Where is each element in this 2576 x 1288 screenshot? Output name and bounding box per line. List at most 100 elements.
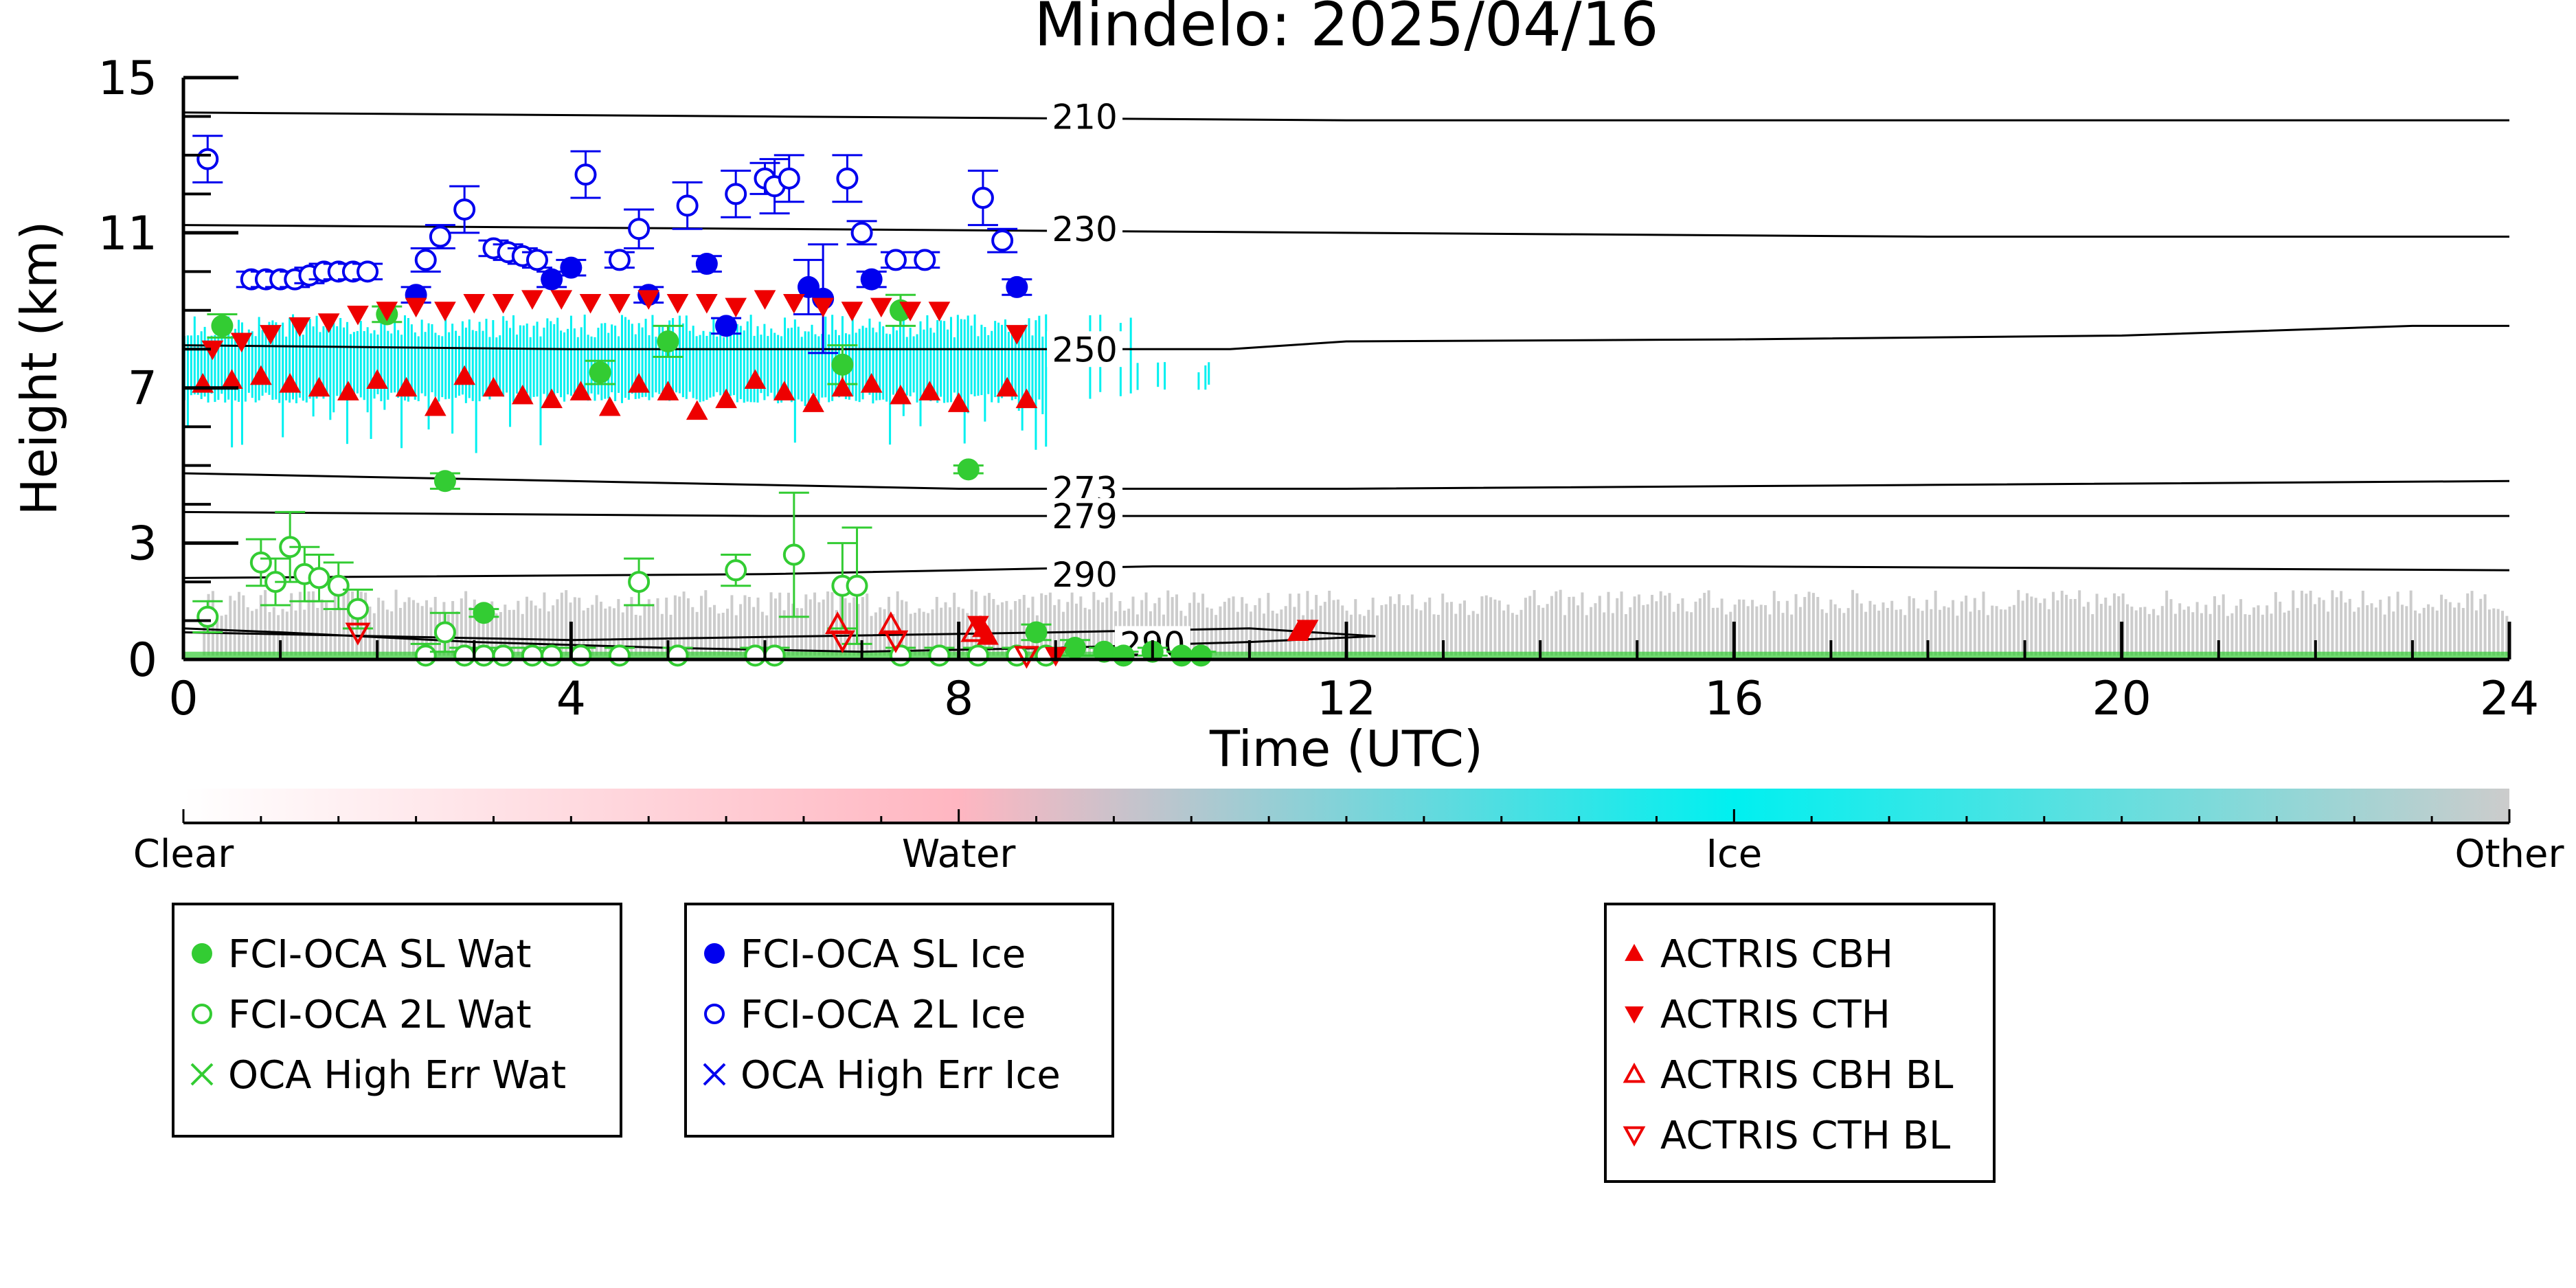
data-point (782, 294, 805, 314)
cloud-mask-layer (183, 314, 2509, 659)
mask-other-column (1908, 596, 1911, 656)
mask-other-column (508, 609, 511, 656)
mask-ice-column (1028, 318, 1030, 404)
mask-other-column (639, 615, 642, 656)
mask-other-column (717, 613, 721, 656)
mask-other-column (1816, 597, 1820, 656)
mask-other-column (621, 612, 624, 656)
data-point (1296, 620, 1319, 640)
mask-other-column (726, 609, 730, 656)
mask-other-column (394, 589, 398, 656)
mask-ice-column (556, 317, 559, 394)
mask-ice-column (678, 315, 681, 394)
legend-marker-shape (192, 1004, 212, 1024)
mask-ice-column (902, 319, 905, 416)
data-point (637, 290, 660, 310)
mask-ice-column (332, 322, 335, 413)
mask-other-column (1598, 596, 1601, 656)
x-tick-label: 4 (556, 672, 586, 726)
mask-other-column (2322, 600, 2325, 656)
mask-other-column (1066, 602, 1070, 656)
mask-other-column (1999, 609, 2002, 656)
mask-ice-column (278, 326, 281, 403)
mask-other-column (504, 605, 507, 656)
colorbar-label: Ice (1706, 832, 1762, 877)
mask-other-column (2039, 602, 2042, 656)
mask-ice-column (471, 330, 474, 401)
mask-other-column (264, 589, 267, 656)
mask-ice-column (797, 326, 800, 400)
data-point (914, 249, 936, 271)
mask-ice-column (1004, 319, 1006, 393)
mask-ice-column (637, 323, 640, 399)
data-point (511, 384, 534, 405)
mask-other-column (1655, 601, 1658, 656)
mask-other-column (1764, 605, 1767, 656)
mask-ice-column (431, 324, 433, 392)
mask-ice-column (916, 334, 918, 403)
mask-ice-column (723, 337, 725, 404)
mask-ice-column (275, 322, 278, 400)
mask-other-column (2213, 596, 2216, 656)
mask-ice-column (1157, 362, 1160, 387)
mask-other-column (1436, 614, 1440, 656)
mask-ice-column (258, 317, 260, 400)
data-point (628, 373, 650, 393)
data-point (453, 365, 475, 385)
mask-other-column (747, 597, 751, 656)
mask-other-column (1415, 609, 1419, 656)
mask-other-column (1533, 589, 1536, 656)
data-point (598, 396, 621, 416)
mask-ice-column (970, 326, 973, 394)
mask-other-column (948, 607, 951, 656)
mask-ice-column (193, 316, 196, 395)
mask-ice-column (943, 321, 946, 403)
x-tick-label: 0 (168, 672, 198, 726)
mask-ice-column (506, 320, 508, 393)
mask-other-column (2487, 609, 2491, 656)
data-point (836, 167, 859, 190)
mask-ice-column (651, 315, 654, 398)
mask-other-column (338, 607, 341, 656)
mask-other-column (652, 604, 655, 656)
legend-entry-label: FCI-OCA SL Wat (228, 932, 532, 977)
data-point (279, 373, 302, 393)
mask-other-column (1594, 603, 1597, 656)
mask-ice-column (787, 328, 789, 394)
mask-other-column (1432, 614, 1436, 656)
mask-other-column (2340, 591, 2343, 656)
mask-ice-column (749, 315, 752, 403)
mask-other-column (259, 595, 262, 656)
colorbar-label: Other (2454, 832, 2564, 877)
mask-other-column (617, 599, 620, 656)
legend-marker (1623, 1126, 1646, 1147)
mask-other-column (691, 607, 694, 656)
isotherm-label-bg (1047, 331, 1123, 368)
data-point (860, 268, 883, 291)
mask-other-column (1777, 601, 1781, 656)
mask-other-column (1742, 599, 1745, 656)
mask-ice-column (457, 335, 460, 396)
mask-other-column (944, 602, 947, 656)
mask-ice-column (475, 330, 477, 453)
mask-other-column (290, 593, 293, 656)
mask-other-column (2169, 599, 2173, 656)
mask-ice-column (828, 334, 831, 403)
mask-ice-column (261, 330, 264, 396)
mask-other-column (1175, 594, 1178, 656)
mask-ice-column (716, 336, 719, 392)
mask-other-column (1280, 609, 1283, 656)
mask-other-column (782, 610, 786, 656)
mask-ice-column (424, 332, 427, 396)
mask-other-column (342, 590, 346, 656)
mask-other-column (433, 596, 437, 656)
mask-other-column (2440, 594, 2443, 656)
data-point (870, 297, 892, 318)
mask-other-column (1105, 598, 1109, 656)
mask-ice-column (949, 317, 952, 403)
mask-ice-column (417, 336, 420, 402)
mask-ice-column (909, 328, 912, 396)
data-point (696, 294, 718, 314)
mask-ice-column (817, 336, 820, 404)
mask-other-column (1332, 600, 1335, 656)
